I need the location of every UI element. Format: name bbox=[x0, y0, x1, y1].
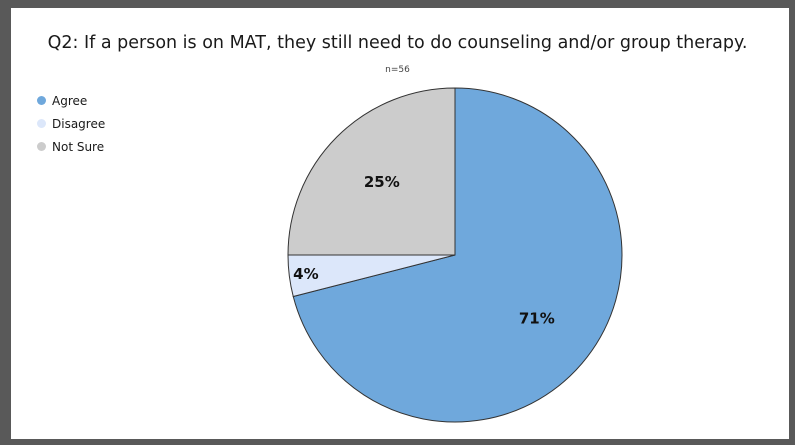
chart-legend: Agree Disagree Not Sure bbox=[37, 89, 105, 158]
legend-item-disagree: Disagree bbox=[37, 112, 105, 135]
chart-title: Q2: If a person is on MAT, they still ne… bbox=[47, 33, 748, 53]
slice-label-not-sure: 25% bbox=[364, 173, 400, 191]
legend-label-disagree: Disagree bbox=[52, 116, 106, 131]
slice-label-agree: 71% bbox=[519, 310, 555, 328]
legend-swatch-disagree bbox=[37, 119, 46, 128]
legend-item-agree: Agree bbox=[37, 89, 105, 112]
pie-labels: 71% 4% 25% bbox=[293, 173, 555, 328]
slice-label-disagree: 4% bbox=[293, 265, 318, 283]
legend-swatch-not-sure bbox=[37, 142, 46, 151]
slice-agree bbox=[292, 87, 623, 423]
legend-item-not-sure: Not Sure bbox=[37, 135, 105, 158]
slice-not-sure bbox=[287, 87, 456, 256]
chart-subtitle: n=56 bbox=[385, 65, 410, 75]
legend-label-not-sure: Not Sure bbox=[52, 139, 105, 154]
pie-slices bbox=[287, 87, 623, 423]
legend-swatch-agree bbox=[37, 96, 46, 105]
legend-label-agree: Agree bbox=[52, 93, 88, 108]
